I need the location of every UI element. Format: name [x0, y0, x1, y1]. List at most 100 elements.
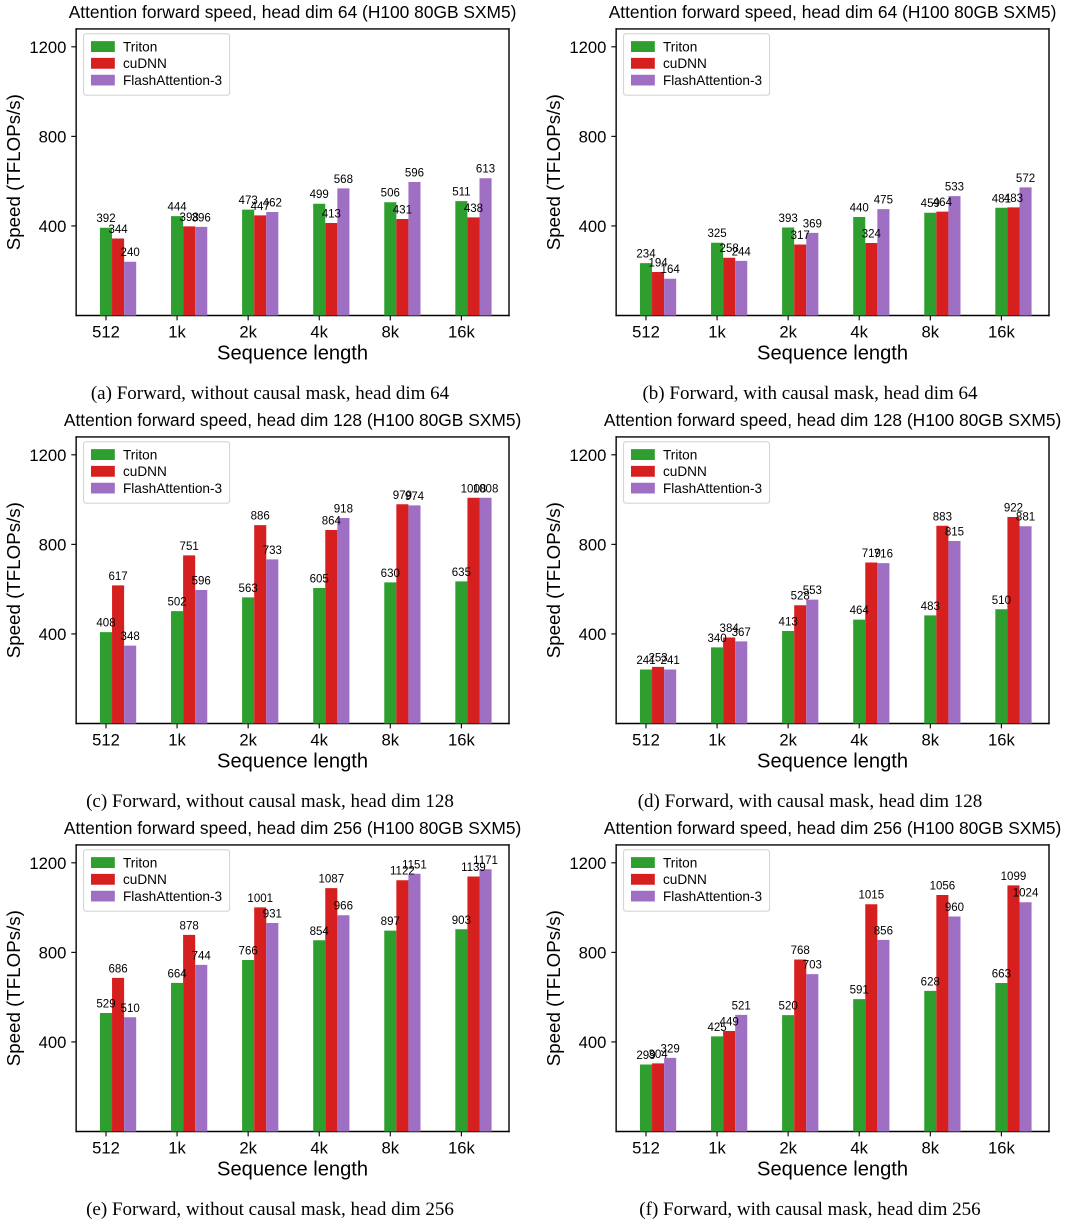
- svg-text:630: 630: [381, 568, 400, 580]
- svg-text:1024: 1024: [1013, 888, 1039, 900]
- svg-text:Speed (TFLOPs/s): Speed (TFLOPs/s): [543, 910, 564, 1066]
- svg-text:502: 502: [167, 597, 186, 609]
- svg-text:886: 886: [251, 511, 270, 523]
- svg-text:1015: 1015: [858, 890, 884, 902]
- svg-text:cuDNN: cuDNN: [123, 872, 167, 887]
- svg-text:413: 413: [779, 616, 798, 628]
- svg-text:Speed (TFLOPs/s): Speed (TFLOPs/s): [3, 910, 24, 1066]
- svg-text:1171: 1171: [473, 855, 498, 867]
- svg-text:Sequence length: Sequence length: [217, 1159, 368, 1181]
- svg-text:8k: 8k: [922, 1138, 940, 1157]
- svg-text:8k: 8k: [922, 322, 940, 341]
- svg-text:856: 856: [874, 925, 893, 937]
- svg-text:2k: 2k: [779, 322, 797, 341]
- svg-text:Triton: Triton: [663, 855, 697, 870]
- svg-text:475: 475: [874, 195, 893, 207]
- svg-text:440: 440: [850, 202, 869, 214]
- svg-text:483: 483: [1004, 193, 1023, 205]
- svg-text:1200: 1200: [29, 854, 66, 873]
- svg-text:8k: 8k: [922, 730, 940, 749]
- svg-text:572: 572: [1016, 173, 1035, 185]
- svg-text:324: 324: [862, 228, 882, 240]
- svg-text:400: 400: [579, 1033, 607, 1052]
- svg-text:393: 393: [779, 213, 798, 225]
- svg-text:Speed (TFLOPs/s): Speed (TFLOPs/s): [3, 94, 24, 250]
- svg-text:1k: 1k: [708, 1138, 726, 1157]
- svg-text:16k: 16k: [988, 1138, 1016, 1157]
- svg-text:2k: 2k: [779, 730, 797, 749]
- svg-text:1087: 1087: [318, 874, 344, 886]
- svg-text:686: 686: [108, 963, 127, 975]
- svg-text:1200: 1200: [569, 854, 606, 873]
- svg-text:766: 766: [239, 945, 258, 957]
- svg-text:400: 400: [39, 1033, 67, 1052]
- svg-text:1k: 1k: [708, 322, 726, 341]
- svg-text:Triton: Triton: [663, 39, 697, 54]
- svg-text:4k: 4k: [850, 730, 868, 749]
- svg-text:800: 800: [579, 943, 607, 962]
- svg-text:367: 367: [732, 627, 751, 639]
- svg-text:521: 521: [732, 1000, 751, 1012]
- svg-text:512: 512: [632, 322, 660, 341]
- svg-text:241: 241: [661, 655, 680, 667]
- svg-text:613: 613: [476, 164, 495, 176]
- svg-text:449: 449: [720, 1016, 739, 1028]
- svg-text:483: 483: [921, 601, 940, 613]
- svg-text:cuDNN: cuDNN: [663, 464, 707, 479]
- svg-text:Sequence length: Sequence length: [757, 751, 908, 773]
- svg-text:553: 553: [803, 585, 822, 597]
- svg-text:635: 635: [452, 567, 471, 579]
- svg-text:FlashAttention-3: FlashAttention-3: [123, 73, 222, 88]
- svg-text:1k: 1k: [168, 730, 186, 749]
- svg-text:800: 800: [39, 535, 67, 554]
- svg-text:Speed (TFLOPs/s): Speed (TFLOPs/s): [543, 502, 564, 658]
- svg-text:512: 512: [92, 730, 120, 749]
- svg-text:1200: 1200: [569, 38, 606, 57]
- svg-text:897: 897: [381, 916, 400, 928]
- svg-text:903: 903: [452, 915, 471, 927]
- svg-text:16k: 16k: [988, 730, 1016, 749]
- svg-text:Attention forward speed, head: Attention forward speed, head dim 128 (H…: [64, 410, 521, 430]
- svg-text:1200: 1200: [569, 446, 606, 465]
- svg-text:8k: 8k: [382, 1138, 400, 1157]
- svg-text:512: 512: [632, 730, 660, 749]
- svg-text:800: 800: [579, 127, 607, 146]
- svg-text:628: 628: [921, 976, 940, 988]
- svg-text:8k: 8k: [382, 730, 400, 749]
- svg-text:4k: 4k: [310, 322, 328, 341]
- svg-text:FlashAttention-3: FlashAttention-3: [663, 889, 762, 904]
- svg-text:4k: 4k: [850, 322, 868, 341]
- svg-text:462: 462: [263, 198, 282, 210]
- svg-text:400: 400: [39, 625, 67, 644]
- svg-text:510: 510: [992, 595, 1011, 607]
- svg-text:1151: 1151: [402, 859, 427, 871]
- svg-text:369: 369: [803, 218, 822, 230]
- svg-text:Attention forward speed, head: Attention forward speed, head dim 256 (H…: [604, 818, 1061, 838]
- svg-text:Sequence length: Sequence length: [217, 751, 368, 773]
- svg-text:703: 703: [803, 960, 822, 972]
- svg-text:16k: 16k: [448, 1138, 476, 1157]
- svg-text:800: 800: [579, 535, 607, 554]
- svg-text:FlashAttention-3: FlashAttention-3: [123, 481, 222, 496]
- svg-text:854: 854: [310, 926, 330, 938]
- svg-text:Attention forward speed, head: Attention forward speed, head dim 64 (H1…: [609, 2, 1057, 22]
- svg-text:408: 408: [96, 618, 115, 630]
- svg-text:511: 511: [452, 187, 470, 199]
- svg-text:529: 529: [96, 999, 115, 1011]
- svg-text:317: 317: [791, 230, 810, 242]
- svg-text:Triton: Triton: [123, 39, 157, 54]
- svg-text:2k: 2k: [779, 1138, 797, 1157]
- svg-text:1008: 1008: [473, 483, 499, 495]
- svg-text:8k: 8k: [382, 322, 400, 341]
- svg-text:Speed (TFLOPs/s): Speed (TFLOPs/s): [543, 94, 564, 250]
- svg-text:878: 878: [180, 920, 199, 932]
- svg-text:883: 883: [933, 511, 952, 523]
- svg-text:Attention forward speed, head: Attention forward speed, head dim 64 (H1…: [69, 2, 517, 22]
- svg-text:431: 431: [393, 204, 412, 216]
- svg-text:744: 744: [192, 950, 212, 962]
- svg-text:329: 329: [661, 1043, 680, 1055]
- svg-text:881: 881: [1016, 512, 1035, 524]
- svg-text:FlashAttention-3: FlashAttention-3: [123, 889, 222, 904]
- svg-text:4k: 4k: [310, 730, 328, 749]
- svg-text:800: 800: [39, 127, 67, 146]
